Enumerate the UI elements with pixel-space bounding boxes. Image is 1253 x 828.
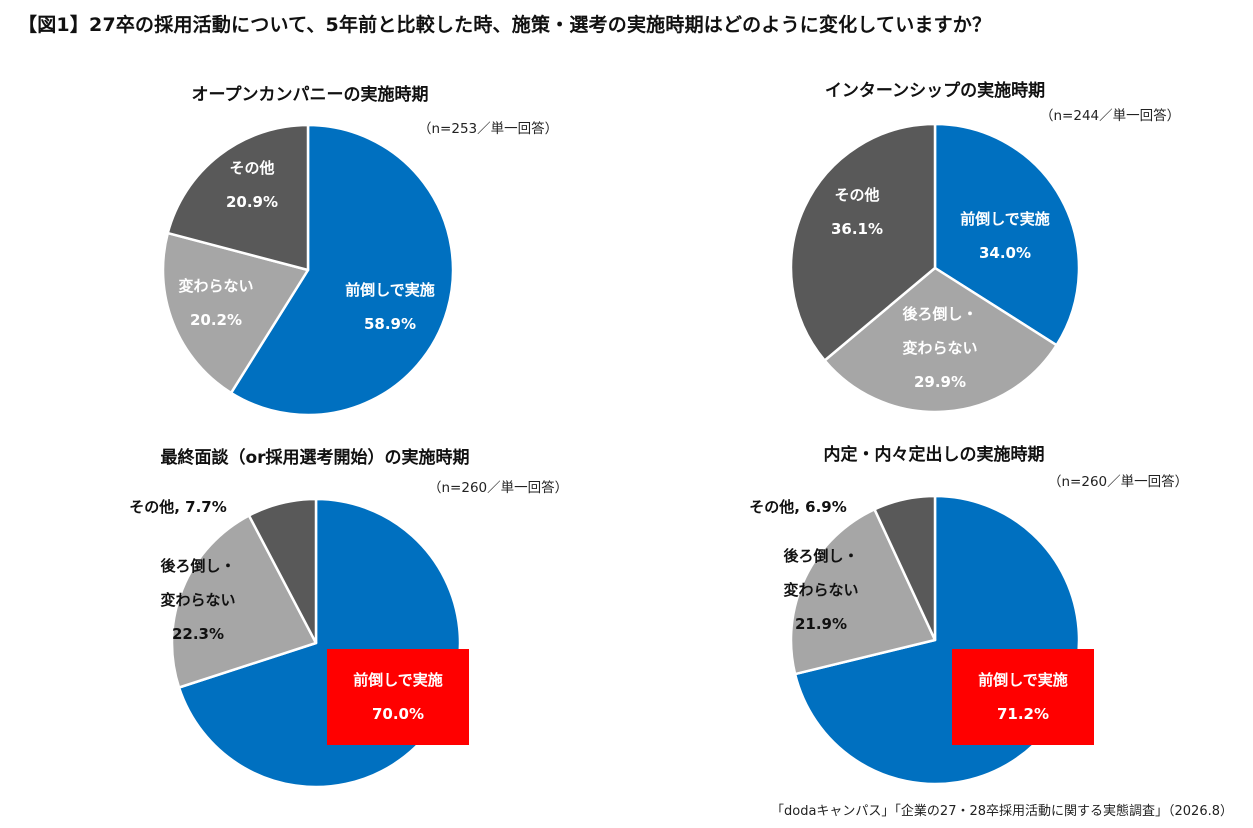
chart-3-sample-note: （n=260／単一回答） <box>428 480 569 496</box>
chart-2-sample-note: （n=244／単一回答） <box>1040 108 1181 124</box>
pie-3-slice-backward-or-unchanged <box>170 514 318 689</box>
chart-1-title: オープンカンパニーの実施時期 <box>191 85 429 105</box>
source-citation: 「dodaキャンパス」「企業の27・28卒採用活動に関する実態調査」（2026.… <box>771 804 1233 819</box>
figure-title: 【図1】27卒の採用活動について、5年前と比較した時、施策・選考の実施時期はどの… <box>18 14 992 36</box>
pie-1-slice-other <box>166 123 310 272</box>
pie-2-label-other: その他 36.1% <box>830 186 884 238</box>
pie-3-label-other: その他, 7.7% <box>129 498 227 516</box>
pie-4-slice-other <box>873 494 937 642</box>
pie-2-slice-backward-or-unchanged <box>823 266 1058 414</box>
pie-chart-internship <box>789 122 1081 414</box>
pie-1-slice-backward-or-unchanged <box>161 231 310 395</box>
chart-4-sample-note: （n=260／単一回答） <box>1048 474 1189 490</box>
pie-4-label-other: その他, 6.9% <box>749 498 847 516</box>
pie-1-label-other: その他 20.9% <box>225 159 279 211</box>
pie-1-label-unchanged: 変わらない 20.2% <box>178 277 254 329</box>
pie-4-label-forward: 前倒しで実施 71.2% <box>952 649 1094 745</box>
pie-4-slice-backward-or-unchanged <box>789 508 937 676</box>
pie-2-label-forward: 前倒しで実施 34.0% <box>960 210 1050 262</box>
pie-3-label-backward-unchanged: 後ろ倒し・ 変わらない 22.3% <box>160 557 236 643</box>
pie-chart-open-company <box>161 123 455 417</box>
chart-2-title: インターンシップの実施時期 <box>824 81 1046 101</box>
pie-2-slice-other <box>789 122 937 362</box>
chart-4-title: 内定・内々定出しの実施時期 <box>823 445 1045 465</box>
chart-1-sample-note: （n=253／単一回答） <box>418 121 559 137</box>
pie-4-label-backward-unchanged: 後ろ倒し・ 変わらない 21.9% <box>783 547 859 633</box>
pie-2-label-backward-unchanged: 後ろ倒し・ 変わらない 29.9% <box>902 305 978 391</box>
pie-3-slice-other <box>247 497 318 645</box>
pie-3-label-forward: 前倒しで実施 70.0% <box>327 649 469 745</box>
pie-1-slice-forward <box>229 123 455 417</box>
chart-3-title: 最終面談（or採用選考開始）の実施時期 <box>160 448 470 468</box>
pie-1-label-forward: 前倒しで実施 58.9% <box>345 281 435 333</box>
